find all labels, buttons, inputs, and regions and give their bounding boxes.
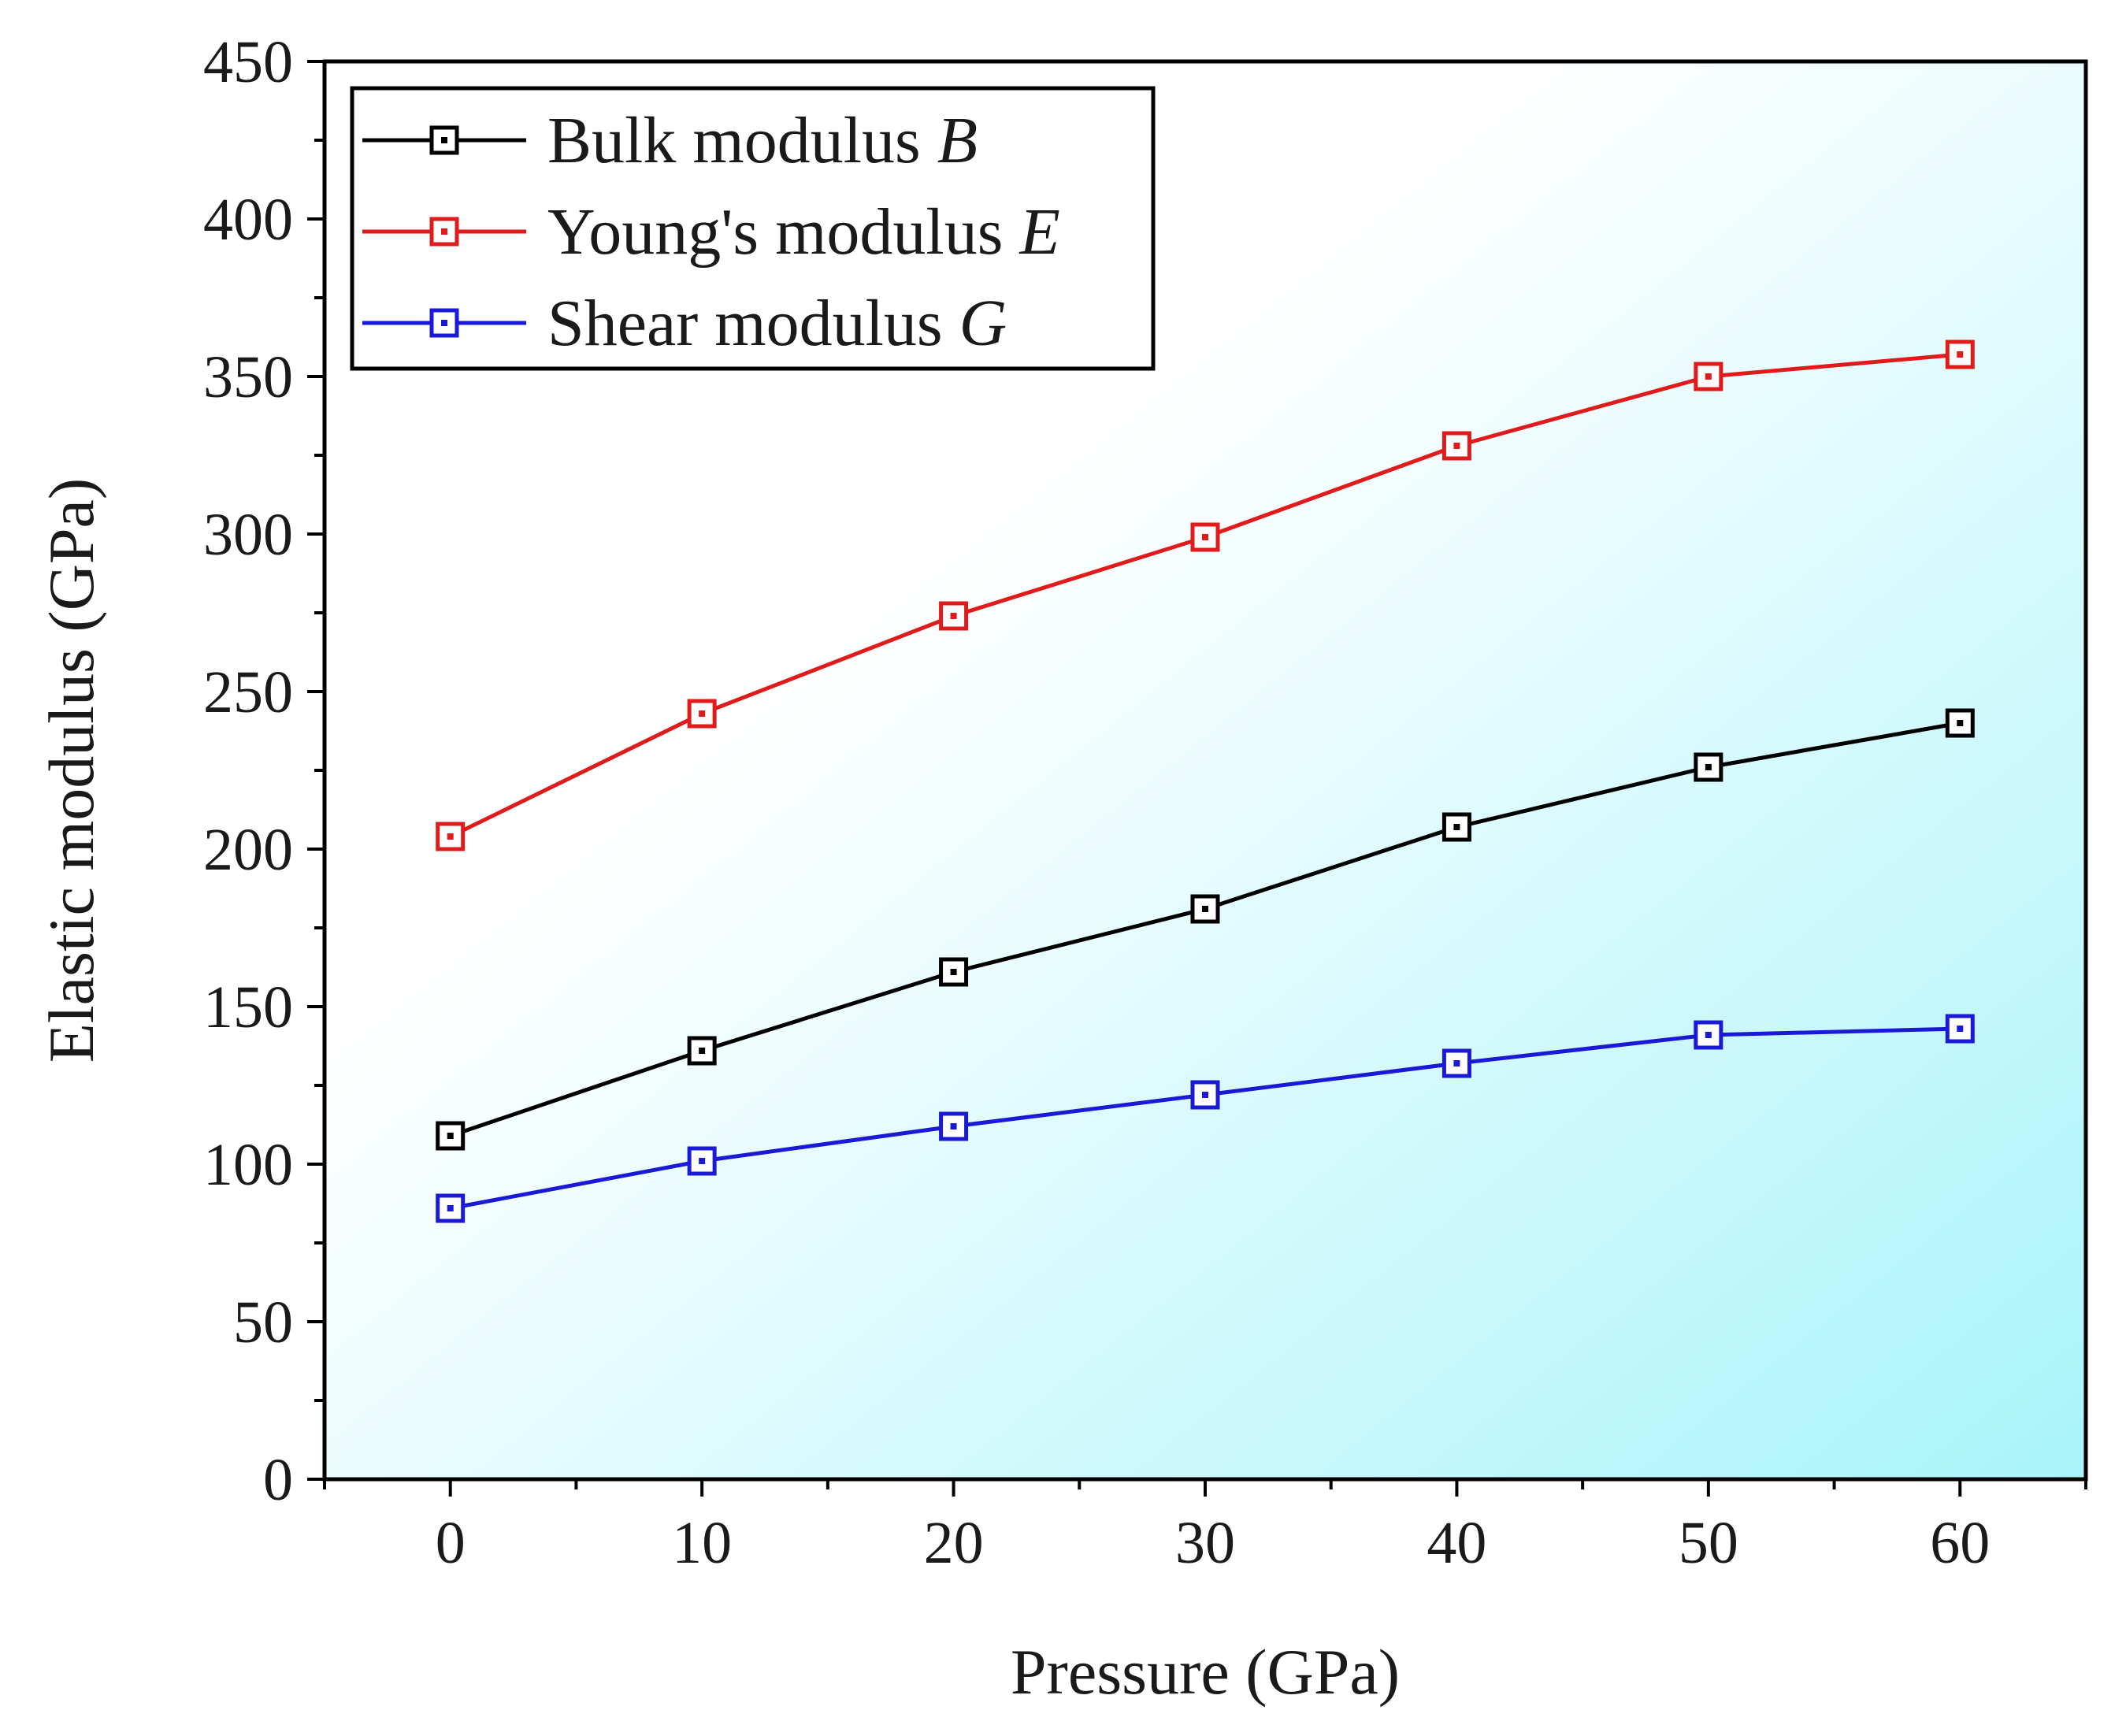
- y-tick-labels: 0 50 100 150 200 250 300 350 400 450: [203, 29, 293, 1513]
- bulk-modulus-point: [1694, 752, 1723, 782]
- legend-entry-shear-modulus: Shear modulus G: [362, 287, 1007, 360]
- shear-modulus-point: [1694, 1020, 1723, 1050]
- legend: Bulk modulus B Young's modulus E Shear mod…: [350, 86, 1156, 371]
- y-tick-label: 0: [263, 1447, 293, 1513]
- legend-label: Shear modulus G: [547, 287, 1007, 360]
- y-axis-title: Elastic modulus (GPa): [35, 478, 107, 1063]
- legend-label: Bulk modulus B: [547, 104, 978, 177]
- y-tick-label: 350: [203, 344, 293, 410]
- x-tick-label: 10: [672, 1510, 732, 1576]
- x-tick-label: 20: [924, 1510, 984, 1576]
- x-tick-label: 40: [1427, 1510, 1486, 1576]
- series-bulk-modulus: [436, 708, 1975, 1151]
- young-s-modulus-point: [1694, 362, 1723, 391]
- young-s-modulus-point: [939, 601, 969, 631]
- y-tick-label: 250: [203, 659, 293, 725]
- young-s-modulus-point: [1945, 339, 1975, 369]
- young-s-modulus-point: [1190, 522, 1220, 552]
- bulk-modulus-point: [1441, 812, 1471, 842]
- y-tick-label: 100: [203, 1132, 293, 1198]
- x-tick-label: 50: [1679, 1510, 1738, 1576]
- series-young-s-modulus: [436, 339, 1975, 851]
- legend-entry-young-s-modulus: Young's modulus E: [362, 195, 1060, 269]
- x-tick-label: 30: [1175, 1510, 1235, 1576]
- legend-entry-bulk-modulus: Bulk modulus B: [362, 104, 978, 177]
- y-tick-label: 150: [203, 974, 293, 1040]
- young-s-modulus-point: [436, 822, 466, 851]
- x-tick-label: 60: [1930, 1510, 1990, 1576]
- legend-marker: [429, 308, 459, 338]
- shear-modulus-point: [1441, 1048, 1471, 1078]
- shear-modulus-point: [939, 1111, 969, 1141]
- y-tick-label: 450: [203, 29, 293, 95]
- shear-modulus-point: [1190, 1080, 1220, 1110]
- y-tick-label: 300: [203, 502, 293, 568]
- bulk-modulus-point: [687, 1036, 717, 1066]
- legend-label: Young's modulus E: [547, 195, 1060, 269]
- shear-modulus-point: [1945, 1014, 1975, 1044]
- x-tick-label: 0: [436, 1510, 466, 1576]
- shear-modulus-point: [687, 1146, 717, 1176]
- x-axis-title: Pressure (GPa): [1011, 1636, 1400, 1708]
- y-tick-label: 50: [233, 1289, 293, 1356]
- data-series: [436, 339, 1975, 1223]
- young-s-modulus-point: [1441, 431, 1471, 461]
- bulk-modulus-point: [1190, 894, 1220, 924]
- plot-frame: [322, 59, 2088, 1482]
- legend-marker: [429, 217, 459, 247]
- young-s-modulus-point: [687, 699, 717, 729]
- series-shear-modulus: [436, 1014, 1975, 1223]
- x-tick-labels: 0 10 20 30 40 50 60: [436, 1510, 1991, 1576]
- y-tick-label: 200: [203, 817, 293, 883]
- bulk-modulus-point: [436, 1121, 466, 1151]
- bulk-modulus-point: [1945, 708, 1975, 738]
- y-tick-label: 400: [203, 187, 293, 253]
- shear-modulus-point: [436, 1193, 466, 1223]
- legend-marker: [429, 125, 459, 155]
- bulk-modulus-point: [939, 957, 969, 987]
